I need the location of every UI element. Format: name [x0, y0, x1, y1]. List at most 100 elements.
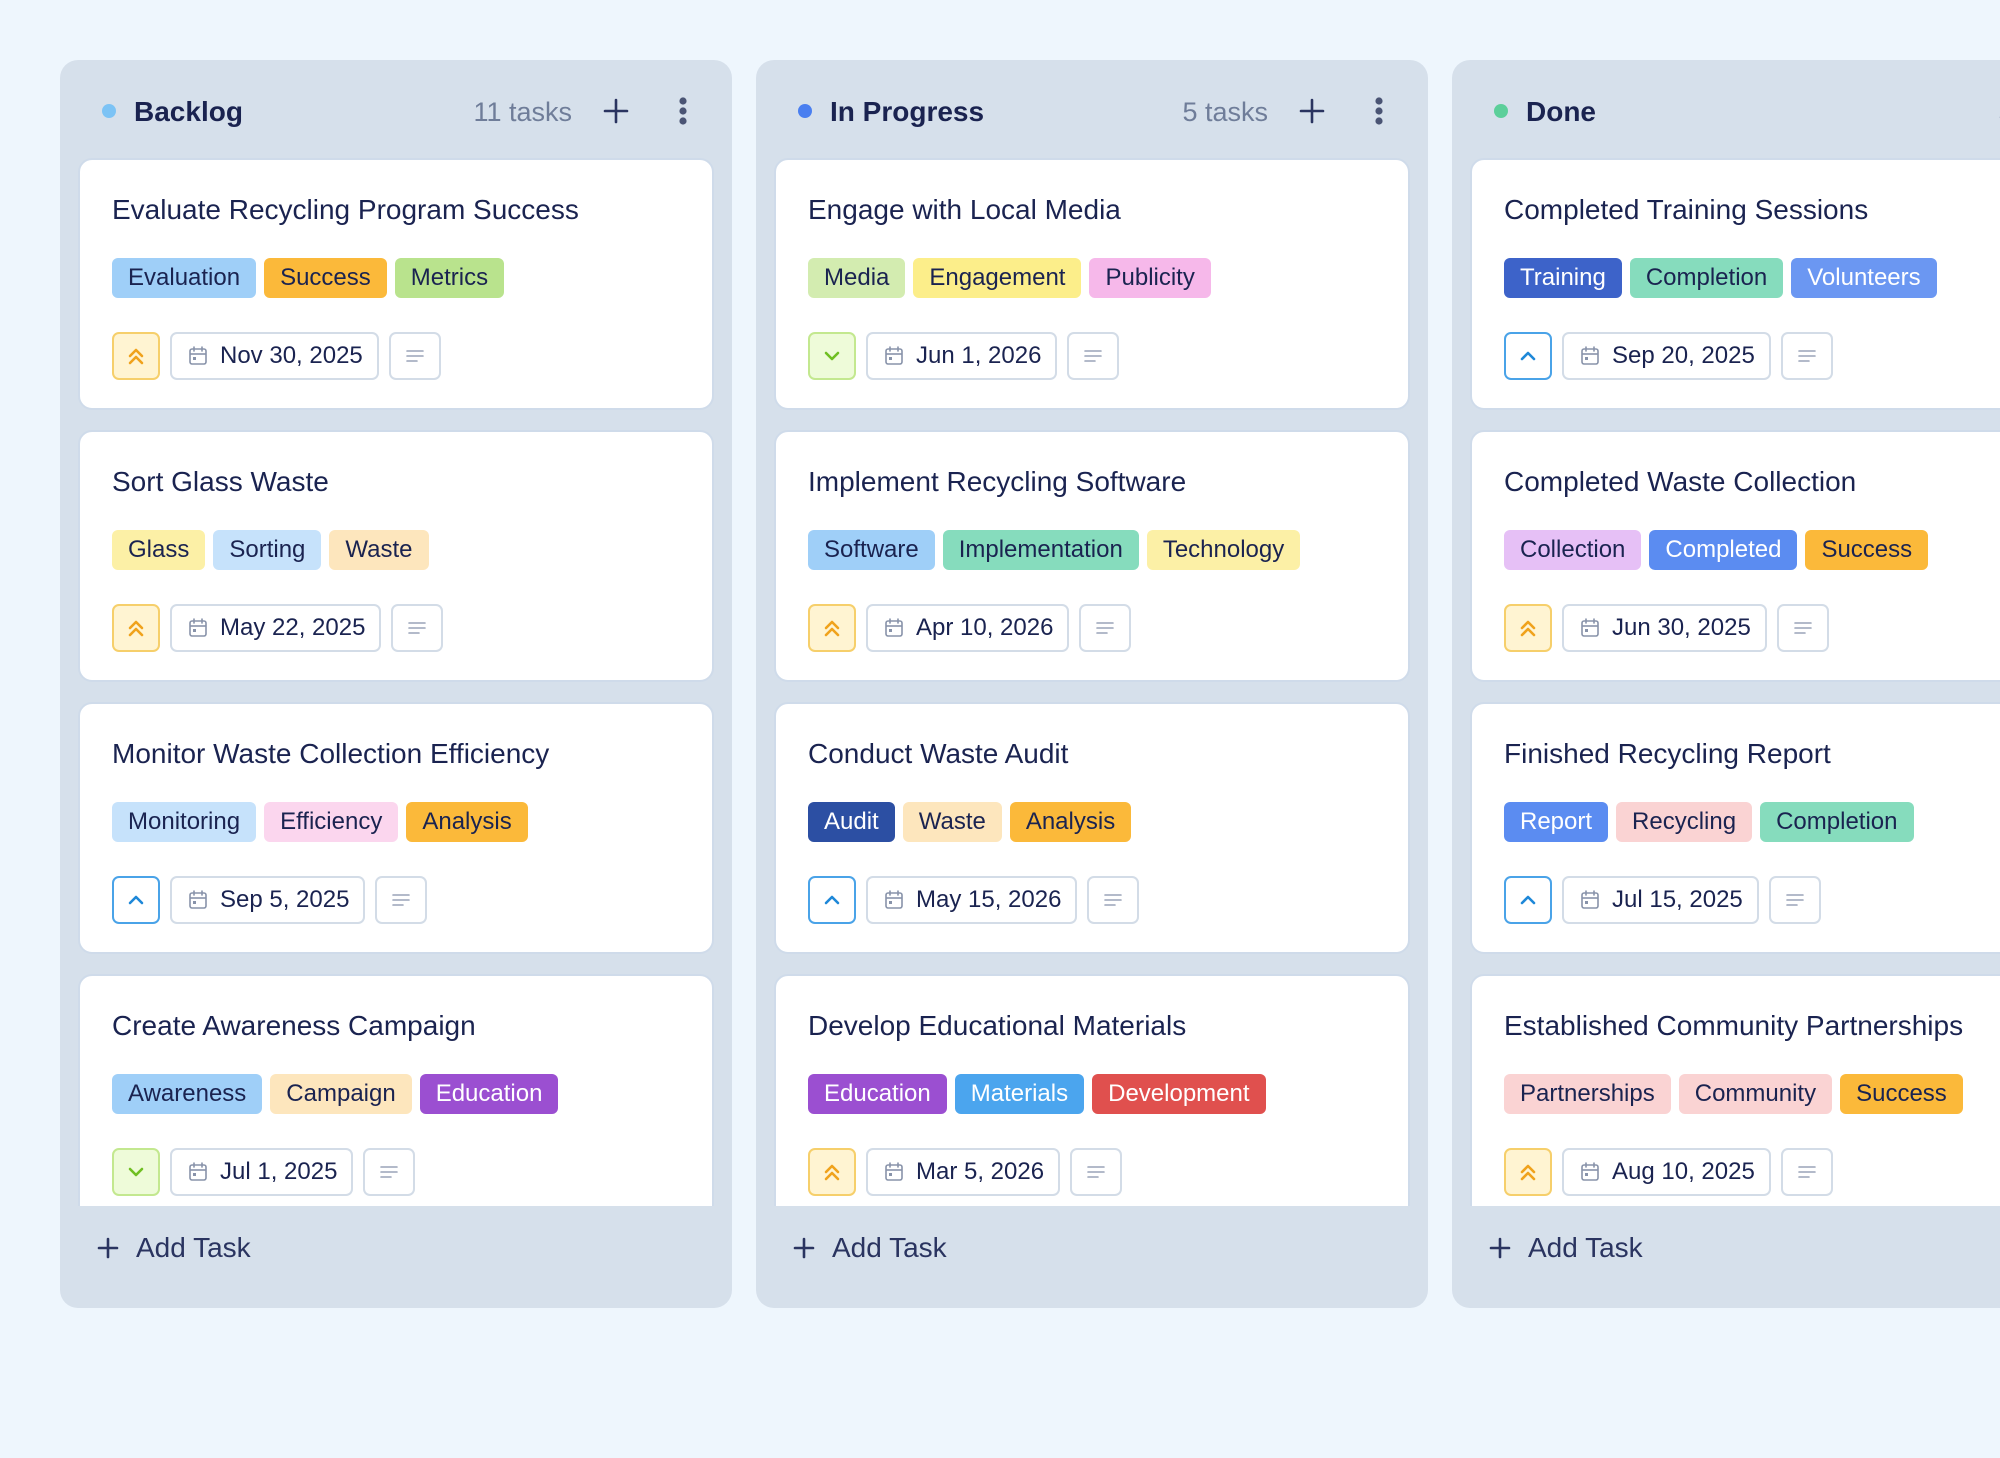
due-date-chip[interactable]: Sep 20, 2025 [1562, 332, 1771, 380]
task-card[interactable]: Sort Glass Waste Glass Sorting Waste May 22,… [78, 430, 714, 682]
priority-indicator[interactable] [1504, 876, 1552, 924]
tag[interactable]: Education [419, 1074, 559, 1114]
column-menu-button[interactable] [1364, 91, 1394, 131]
tag[interactable]: Glass [112, 530, 206, 570]
priority-indicator[interactable] [1504, 604, 1552, 652]
due-date-chip[interactable]: May 22, 2025 [170, 604, 382, 652]
notes-button[interactable] [1780, 332, 1833, 380]
tag[interactable]: Development [1092, 1074, 1266, 1114]
due-date-chip[interactable]: Apr 10, 2026 [866, 604, 1070, 652]
task-meta: May 22, 2025 [112, 604, 444, 652]
task-card[interactable]: Evaluate Recycling Program Success Evalua… [78, 158, 714, 410]
tag[interactable]: Software [808, 530, 935, 570]
task-card[interactable]: Engage with Local Media Media Engagement Pu… [774, 158, 1410, 410]
tag[interactable]: Publicity [1089, 258, 1211, 298]
tag[interactable]: Technology [1146, 530, 1301, 570]
task-card[interactable]: Develop Educational Materials Education Ma… [774, 974, 1410, 1206]
due-date-chip[interactable]: Mar 5, 2026 [866, 1148, 1061, 1196]
add-task-header-button[interactable] [1292, 91, 1332, 131]
notes-icon [1086, 1164, 1106, 1180]
tag[interactable]: Analysis [406, 802, 528, 842]
priority-indicator[interactable] [112, 604, 160, 652]
tag[interactable]: Media [808, 258, 906, 298]
tag[interactable]: Completed [1649, 530, 1798, 570]
priority-indicator[interactable] [808, 332, 856, 380]
task-card[interactable]: Create Awareness Campaign Awareness Campai… [78, 974, 714, 1206]
notes-button[interactable] [1087, 876, 1140, 924]
tag[interactable]: Implementation [942, 530, 1139, 570]
add-task-button[interactable]: Add Task [96, 1226, 251, 1270]
tag[interactable]: Waste [329, 530, 429, 570]
tag[interactable]: Metrics [394, 258, 505, 298]
tag[interactable]: Sorting [213, 530, 322, 570]
priority-indicator[interactable] [808, 1148, 856, 1196]
tag[interactable]: Awareness [112, 1074, 263, 1114]
tag[interactable]: Education [808, 1074, 947, 1114]
due-date-chip[interactable]: Jun 30, 2025 [1562, 604, 1767, 652]
task-card[interactable]: Implement Recycling Software Software Impl… [774, 430, 1410, 682]
notes-button[interactable] [388, 332, 441, 380]
due-date-chip[interactable]: Jun 1, 2026 [866, 332, 1058, 380]
priority-indicator[interactable] [112, 1148, 160, 1196]
task-card[interactable]: Established Community Partnerships Partne… [1470, 974, 2000, 1206]
tag[interactable]: Training [1504, 258, 1622, 298]
tag[interactable]: Completion [1760, 802, 1914, 842]
task-title: Develop Educational Materials [808, 1010, 1187, 1041]
task-card[interactable]: Monitor Waste Collection Efficiency Monit… [78, 702, 714, 954]
tag[interactable]: Volunteers [1791, 258, 1937, 298]
notes-button[interactable] [1070, 1148, 1123, 1196]
due-date-chip[interactable]: May 15, 2026 [866, 876, 1078, 924]
priority-indicator[interactable] [112, 332, 160, 380]
tag[interactable]: Report [1504, 802, 1609, 842]
notes-button[interactable] [1776, 604, 1829, 652]
task-card[interactable]: Completed Training Sessions Training Compl… [1470, 158, 2000, 410]
tag[interactable]: Materials [954, 1074, 1085, 1114]
column-done: Done 5 tasks Completed Training Sessions Tr… [1452, 60, 2000, 1308]
due-date-chip[interactable]: Jul 15, 2025 [1562, 876, 1759, 924]
notes-button[interactable] [1768, 876, 1821, 924]
tag[interactable]: Waste [902, 802, 1002, 842]
task-meta: Apr 10, 2026 [808, 604, 1132, 652]
priority-indicator[interactable] [808, 876, 856, 924]
tag[interactable]: Efficiency [264, 802, 399, 842]
tag[interactable]: Collection [1504, 530, 1642, 570]
priority-indicator[interactable] [1504, 1148, 1552, 1196]
due-date-chip[interactable]: Jul 1, 2025 [170, 1148, 354, 1196]
tag[interactable]: Success [1840, 1074, 1963, 1114]
priority-indicator[interactable] [1504, 332, 1552, 380]
calendar-icon [188, 617, 208, 639]
tag[interactable]: Engagement [913, 258, 1082, 298]
tag[interactable]: Monitoring [112, 802, 257, 842]
tag[interactable]: Success [1805, 530, 1929, 570]
notes-button[interactable] [375, 876, 428, 924]
tag[interactable]: Campaign [270, 1074, 412, 1114]
tag[interactable]: Community [1678, 1074, 1833, 1114]
due-date: Jun 1, 2026 [916, 342, 1042, 369]
column-menu-button[interactable] [668, 91, 698, 131]
tag[interactable]: Analysis [1009, 802, 1132, 842]
notes-button[interactable] [391, 604, 444, 652]
notes-button[interactable] [1079, 604, 1132, 652]
notes-button[interactable] [363, 1148, 416, 1196]
tag[interactable]: Partnerships [1504, 1074, 1671, 1114]
priority-indicator[interactable] [112, 876, 160, 924]
task-card[interactable]: Completed Waste Collection Collection Comp… [1470, 430, 2000, 682]
tag[interactable]: Success [264, 258, 387, 298]
notes-button[interactable] [1067, 332, 1120, 380]
add-task-header-button[interactable] [596, 91, 636, 131]
task-card[interactable]: Finished Recycling Report Report Recycling… [1470, 702, 2000, 954]
task-card[interactable]: Conduct Waste Audit Audit Waste Analysis May… [774, 702, 1410, 954]
tag[interactable]: Recycling [1616, 802, 1753, 842]
add-task-button[interactable]: Add Task [1488, 1226, 1643, 1270]
due-date-chip[interactable]: Aug 10, 2025 [1562, 1148, 1771, 1196]
status-dot [798, 104, 812, 118]
chevrons-up-icon [821, 1161, 843, 1183]
notes-button[interactable] [1780, 1148, 1833, 1196]
add-task-button[interactable]: Add Task [792, 1226, 947, 1270]
tag[interactable]: Completion [1629, 258, 1784, 298]
due-date-chip[interactable]: Sep 5, 2025 [170, 876, 366, 924]
tag[interactable]: Evaluation [112, 258, 257, 298]
priority-indicator[interactable] [808, 604, 856, 652]
due-date-chip[interactable]: Nov 30, 2025 [170, 332, 379, 380]
tag[interactable]: Audit [808, 802, 895, 842]
